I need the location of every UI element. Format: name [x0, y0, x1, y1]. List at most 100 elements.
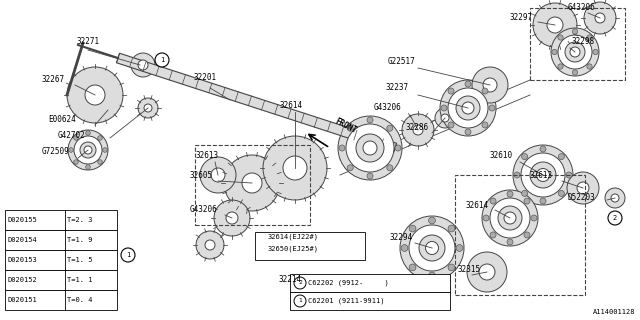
- Polygon shape: [116, 53, 397, 153]
- Circle shape: [608, 211, 622, 225]
- Text: 32315: 32315: [458, 266, 481, 275]
- Text: 32613: 32613: [530, 171, 553, 180]
- Circle shape: [413, 125, 423, 135]
- Text: G43206: G43206: [190, 205, 218, 214]
- Bar: [290, 274, 450, 292]
- Circle shape: [570, 47, 580, 57]
- Circle shape: [155, 53, 169, 67]
- Circle shape: [558, 35, 563, 40]
- Circle shape: [395, 145, 401, 151]
- Circle shape: [558, 35, 592, 69]
- Circle shape: [572, 29, 578, 34]
- Circle shape: [84, 146, 92, 154]
- Circle shape: [522, 154, 527, 160]
- Text: D020151: D020151: [7, 297, 36, 303]
- Text: 32286: 32286: [406, 124, 429, 132]
- Circle shape: [205, 240, 215, 250]
- Circle shape: [294, 295, 306, 307]
- Circle shape: [507, 239, 513, 245]
- Bar: [5, 250, 117, 270]
- Circle shape: [283, 156, 307, 180]
- Text: 32267: 32267: [42, 76, 65, 84]
- Text: 1: 1: [298, 299, 302, 303]
- Text: D020153: D020153: [7, 257, 36, 263]
- Text: 32214: 32214: [278, 276, 301, 284]
- Text: 2: 2: [613, 215, 617, 221]
- Circle shape: [483, 215, 489, 221]
- Bar: [5, 290, 117, 310]
- Circle shape: [504, 212, 516, 224]
- Circle shape: [367, 117, 373, 123]
- Circle shape: [80, 142, 96, 158]
- Text: 32237: 32237: [386, 84, 409, 92]
- Text: G72509: G72509: [42, 148, 70, 156]
- Circle shape: [448, 88, 488, 128]
- Circle shape: [483, 78, 497, 92]
- Circle shape: [498, 206, 522, 230]
- Circle shape: [456, 96, 480, 120]
- Text: T=2. 3: T=2. 3: [67, 217, 93, 223]
- Circle shape: [211, 168, 225, 182]
- Circle shape: [102, 148, 108, 152]
- Circle shape: [482, 190, 538, 246]
- Circle shape: [448, 264, 455, 271]
- Circle shape: [524, 198, 530, 204]
- Text: 32613: 32613: [195, 150, 218, 159]
- Circle shape: [448, 122, 454, 128]
- Circle shape: [456, 244, 463, 252]
- Text: 32614: 32614: [280, 100, 303, 109]
- Circle shape: [540, 198, 546, 204]
- Circle shape: [435, 108, 455, 128]
- Bar: [255, 232, 365, 260]
- Circle shape: [68, 130, 108, 170]
- Text: T=1. 9: T=1. 9: [67, 237, 93, 243]
- Circle shape: [448, 225, 455, 232]
- Circle shape: [68, 148, 73, 152]
- Circle shape: [531, 215, 537, 221]
- Circle shape: [490, 232, 496, 238]
- Circle shape: [98, 160, 102, 164]
- Text: G22517: G22517: [388, 58, 416, 67]
- Circle shape: [566, 172, 572, 178]
- Circle shape: [347, 125, 353, 131]
- Circle shape: [524, 232, 530, 238]
- Circle shape: [558, 154, 564, 160]
- Circle shape: [584, 2, 616, 34]
- Circle shape: [490, 198, 496, 204]
- Circle shape: [551, 28, 599, 76]
- Circle shape: [479, 264, 495, 280]
- Text: 32610: 32610: [490, 150, 513, 159]
- Circle shape: [409, 264, 416, 271]
- Circle shape: [144, 104, 152, 112]
- Circle shape: [402, 114, 434, 146]
- Circle shape: [572, 70, 578, 75]
- Bar: [5, 210, 117, 230]
- Circle shape: [419, 235, 445, 261]
- Text: D020152: D020152: [7, 277, 36, 283]
- Circle shape: [558, 64, 563, 69]
- Circle shape: [86, 131, 90, 135]
- Text: C62201 (9211-9911): C62201 (9211-9911): [308, 298, 385, 304]
- Text: FRONT: FRONT: [333, 116, 358, 135]
- Circle shape: [263, 136, 327, 200]
- Circle shape: [593, 49, 598, 55]
- Circle shape: [536, 169, 550, 181]
- Circle shape: [338, 116, 402, 180]
- Circle shape: [565, 42, 585, 62]
- Circle shape: [595, 13, 605, 23]
- Circle shape: [226, 212, 238, 224]
- Circle shape: [67, 67, 123, 123]
- Text: T=1. 5: T=1. 5: [67, 257, 93, 263]
- Circle shape: [547, 17, 563, 33]
- Text: 32605: 32605: [190, 171, 213, 180]
- Text: 32614(EJ22#): 32614(EJ22#): [268, 233, 319, 239]
- Text: 1: 1: [126, 252, 130, 258]
- Text: 32614: 32614: [466, 201, 489, 210]
- Circle shape: [74, 136, 78, 140]
- Text: T=1. 1: T=1. 1: [67, 277, 93, 283]
- Circle shape: [74, 160, 78, 164]
- Text: G43206: G43206: [568, 4, 596, 12]
- Text: 2: 2: [298, 281, 302, 285]
- Circle shape: [346, 124, 394, 172]
- Circle shape: [462, 102, 474, 114]
